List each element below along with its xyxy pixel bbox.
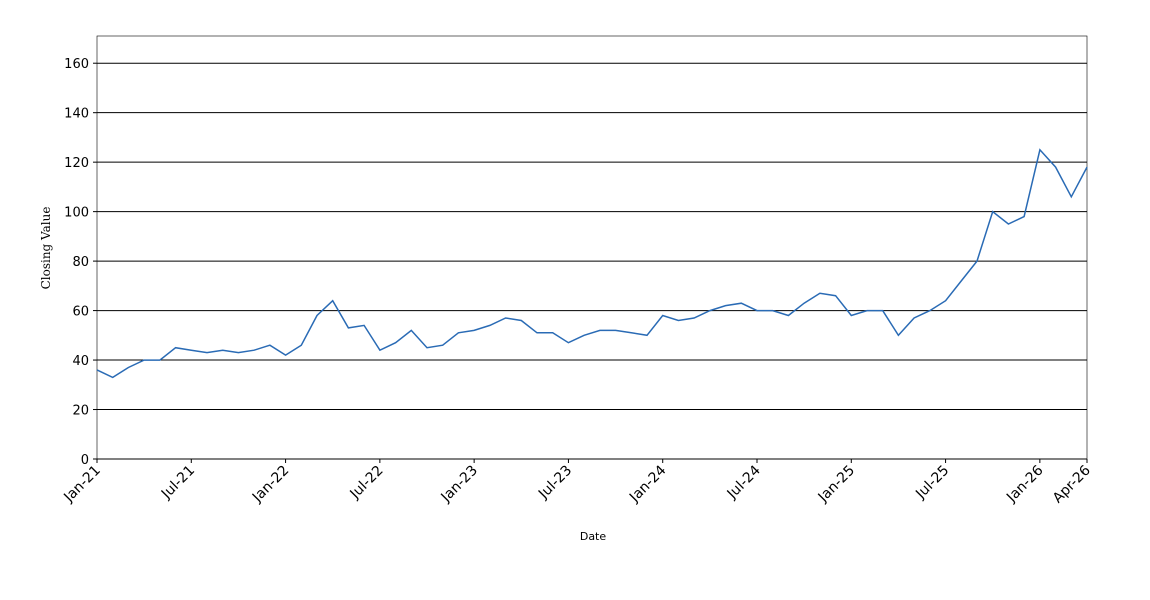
x-axis-label: Date — [580, 530, 607, 543]
series-line — [96, 148, 1088, 379]
x-tick-label: Jan-22 — [249, 463, 292, 506]
y-tick-label: 80 — [72, 255, 89, 270]
y-tick-label: 60 — [72, 305, 89, 320]
x-tick-label: Jan-24 — [626, 462, 670, 506]
y-tick-label: 20 — [72, 404, 89, 419]
x-tick-label: Jul-21 — [158, 463, 198, 503]
x-tick-label: Jul-22 — [347, 463, 387, 503]
x-tick-label: Jan-25 — [815, 463, 858, 506]
x-tick-label: Jan-21 — [60, 463, 103, 506]
x-tick-label: Jul-23 — [535, 463, 575, 503]
y-tick-label: 40 — [72, 354, 89, 369]
x-tick-label: Apr-26 — [1050, 462, 1094, 506]
y-tick-label: 160 — [64, 57, 89, 72]
x-tick-label: Jul-25 — [912, 463, 952, 503]
y-tick-label: 120 — [64, 156, 89, 171]
y-tick-label: 0 — [81, 453, 89, 468]
y-tick-label: 100 — [64, 206, 89, 221]
y-tick-label: 140 — [64, 107, 89, 122]
plot-area — [96, 35, 1088, 460]
y-axis-label: Closing Value — [39, 207, 53, 290]
x-tick-label: Jul-24 — [724, 462, 764, 502]
x-tick-label: Jan-26 — [1003, 462, 1047, 506]
x-tick-label: Jan-23 — [438, 463, 481, 506]
